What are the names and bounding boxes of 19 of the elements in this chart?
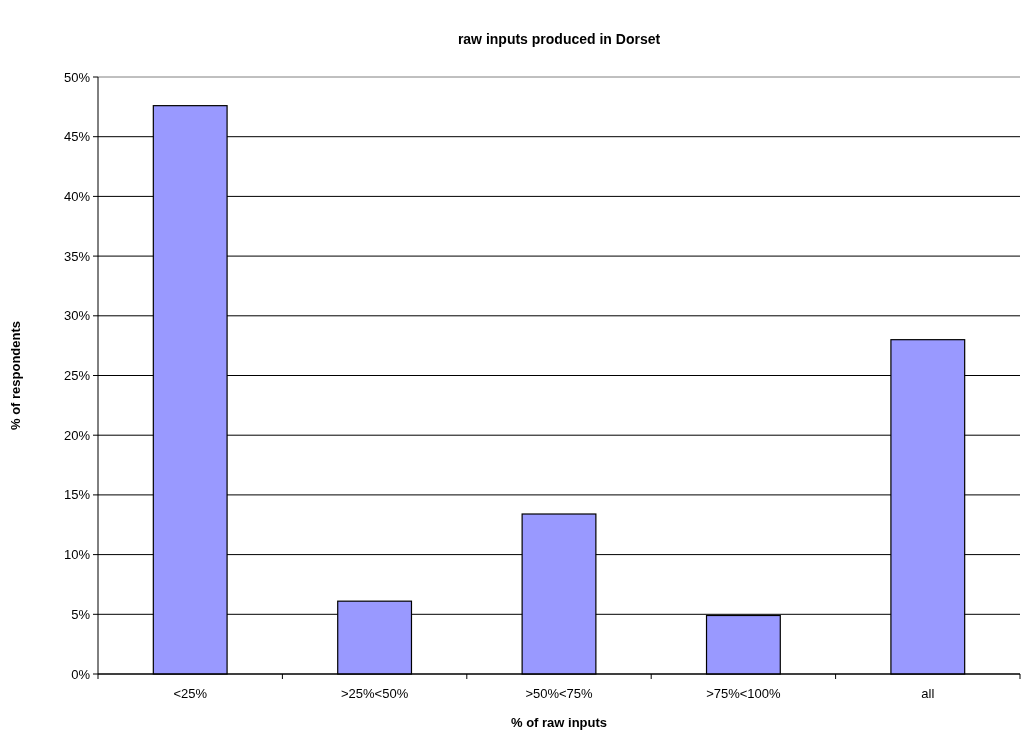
x-tick-label: >25%<50% — [340, 686, 409, 701]
y-tick-label: 45% — [63, 129, 91, 145]
chart-title: raw inputs produced in Dorset — [457, 31, 661, 47]
y-tick-label: 15% — [63, 487, 91, 503]
x-tick-label: >75%<100% — [706, 686, 782, 701]
y-axis-title: % of respondents — [8, 320, 23, 431]
y-tick-label: 25% — [63, 368, 91, 384]
x-tick-label: >50%<75% — [525, 686, 594, 701]
y-tick-label: 0% — [71, 666, 91, 682]
y-tick-label: 20% — [63, 427, 91, 443]
x-axis-title: % of raw inputs — [510, 715, 608, 730]
x-tick-label: all — [921, 686, 935, 701]
y-tick-label: 40% — [63, 188, 91, 204]
x-tick-label: <25% — [173, 686, 208, 701]
y-tick-label: 10% — [63, 547, 91, 563]
y-tick-label: 30% — [63, 308, 91, 324]
y-tick-label: 35% — [63, 248, 91, 264]
y-tick-label: 50% — [63, 69, 91, 85]
y-tick-label: 5% — [71, 606, 91, 622]
